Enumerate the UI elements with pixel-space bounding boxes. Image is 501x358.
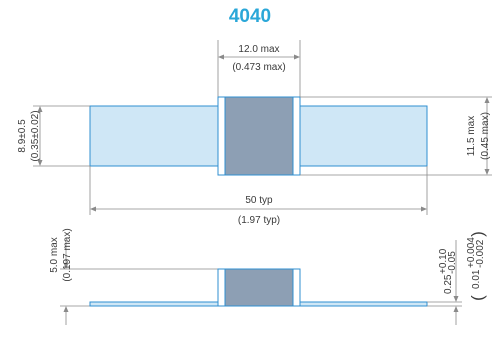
lead-thickness-inch-tol-plus: +0.004	[466, 237, 477, 268]
left-end-cap	[217, 96, 226, 176]
width-max-inch-label: (0.473 max)	[232, 62, 285, 73]
arrow-up-icon	[453, 306, 459, 312]
overall-length-label: 50 typ	[245, 195, 273, 206]
right-end-cap	[292, 268, 301, 307]
close-paren: )	[468, 231, 487, 237]
open-paren: (	[468, 295, 487, 301]
right-end-cap	[292, 96, 301, 176]
part-number-title: 4040	[229, 6, 271, 27]
left-lead	[89, 301, 219, 307]
height-max-inch-label: (0.197 max)	[62, 228, 73, 281]
left-end-cap	[217, 268, 226, 307]
component-body	[224, 268, 294, 307]
component-body	[224, 96, 294, 176]
width-max-label: 12.0 max	[238, 44, 279, 55]
arrow-down-icon	[484, 169, 490, 175]
arrow-right-icon	[294, 54, 300, 60]
arrow-left-icon	[90, 206, 96, 212]
lead-height-label: 8.9±0.5	[17, 119, 28, 153]
arrow-up-icon	[37, 106, 43, 112]
top-view: 12.0 max (0.473 max) 8.9±0.5 (0.35±0.02)…	[17, 40, 492, 226]
side-view: 5.0 max (0.197 max) 0.25 +0.10 -0.05 ( 0…	[49, 228, 487, 325]
right-lead	[299, 301, 428, 307]
arrow-right-icon	[421, 206, 427, 212]
lead-thickness-label: 0.25	[443, 274, 454, 294]
arrow-down-icon	[37, 160, 43, 166]
right-lead	[299, 105, 428, 167]
overall-length-inch-label: (1.97 typ)	[238, 215, 280, 226]
body-height-max-inch-label: (0.45 max)	[480, 112, 491, 160]
arrow-left-icon	[218, 54, 224, 60]
height-max-label: 5.0 max	[49, 237, 60, 273]
arrow-up-icon	[484, 97, 490, 103]
left-lead	[89, 105, 219, 167]
body-height-max-label: 11.5 max	[466, 116, 477, 156]
arrow-down-icon	[453, 296, 459, 302]
lead-height-inch-label: (0.35±0.02)	[30, 110, 41, 161]
lead-thickness-tol-minus: -0.05	[447, 251, 458, 274]
lead-thickness-tol-plus: +0.10	[438, 248, 449, 274]
lead-thickness-inch-tol-minus: -0.002	[475, 239, 486, 268]
arrow-down-icon	[63, 263, 69, 269]
lead-thickness-inch-label: 0.01	[471, 269, 482, 289]
arrow-up-icon	[63, 306, 69, 312]
